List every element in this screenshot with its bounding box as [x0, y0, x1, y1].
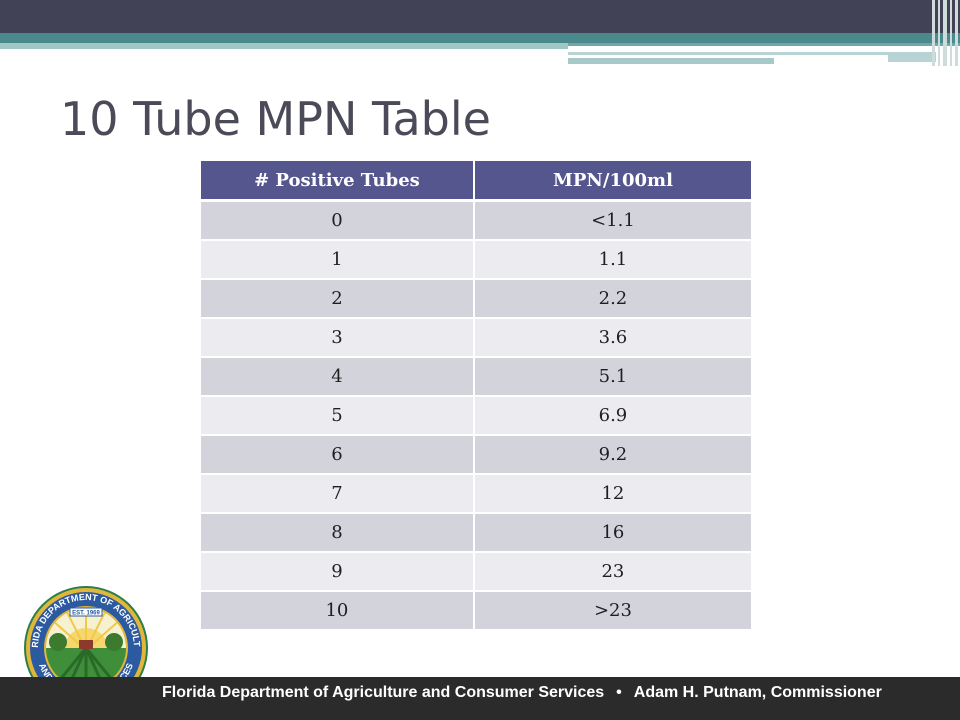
table-row: 4 5.1: [201, 357, 751, 397]
mpn-cell: >23: [473, 591, 751, 631]
positive-tubes-cell: 2: [201, 279, 475, 319]
mpn-cell: 16: [473, 513, 751, 553]
mpn-cell: 9.2: [473, 435, 751, 475]
table-row: 1 1.1: [201, 240, 751, 280]
positive-tubes-cell: 4: [201, 357, 475, 397]
positive-tubes-cell: 5: [201, 396, 475, 436]
positive-tubes-cell: 8: [201, 513, 475, 553]
table-row: 6 9.2: [201, 435, 751, 475]
positive-tubes-cell: 9: [201, 552, 475, 592]
footer-agency-name: Florida Department of Agriculture and Co…: [162, 684, 605, 701]
footer-commissioner: Adam H. Putnam, Commissioner: [633, 684, 882, 701]
table-row: 3 3.6: [201, 318, 751, 358]
table-row: 7 12: [201, 474, 751, 514]
footer-bar: [0, 677, 960, 720]
table-row: 2 2.2: [201, 279, 751, 319]
teal-stripe-thin: [568, 52, 888, 55]
teal-stripe-light: [0, 43, 568, 49]
mpn-cell: 12: [473, 474, 751, 514]
svg-text:EST. 1969: EST. 1969: [72, 611, 100, 617]
mpn-cell: 3.6: [473, 318, 751, 358]
teal-stripe-light: [568, 58, 774, 64]
mpn-cell: 1.1: [473, 240, 751, 280]
mpn-cell: <1.1: [473, 200, 751, 241]
column-header-mpn: MPN/100ml: [473, 161, 751, 202]
teal-stripe: [0, 33, 960, 43]
table-row: 10 >23: [201, 591, 751, 631]
mpn-cell: 5.1: [473, 357, 751, 397]
top-banner: [0, 0, 960, 33]
table-header-row: # Positive Tubes MPN/100ml: [201, 161, 751, 202]
positive-tubes-cell: 10: [201, 591, 475, 631]
teal-stripe-thin: [568, 43, 960, 46]
mpn-cell: 23: [473, 552, 751, 592]
mpn-cell: 6.9: [473, 396, 751, 436]
mpn-cell: 2.2: [473, 279, 751, 319]
table-row: 9 23: [201, 552, 751, 592]
positive-tubes-cell: 1: [201, 240, 475, 280]
positive-tubes-cell: 3: [201, 318, 475, 358]
page-title: 10 Tube MPN Table: [60, 92, 491, 146]
column-header-positive-tubes: # Positive Tubes: [201, 161, 475, 202]
teal-stripe-light: [888, 52, 936, 62]
positive-tubes-cell: 0: [201, 200, 475, 241]
footer-separator: •: [616, 684, 622, 701]
table-row: 5 6.9: [201, 396, 751, 436]
table-row: 0 <1.1: [201, 200, 751, 241]
mpn-table: # Positive Tubes MPN/100ml 0 <1.1 1 1.1 …: [201, 161, 751, 631]
table-row: 8 16: [201, 513, 751, 553]
positive-tubes-cell: 6: [201, 435, 475, 475]
positive-tubes-cell: 7: [201, 474, 475, 514]
footer-text: Florida Department of Agriculture and Co…: [162, 684, 952, 702]
decorative-vertical-lines: [930, 0, 960, 66]
